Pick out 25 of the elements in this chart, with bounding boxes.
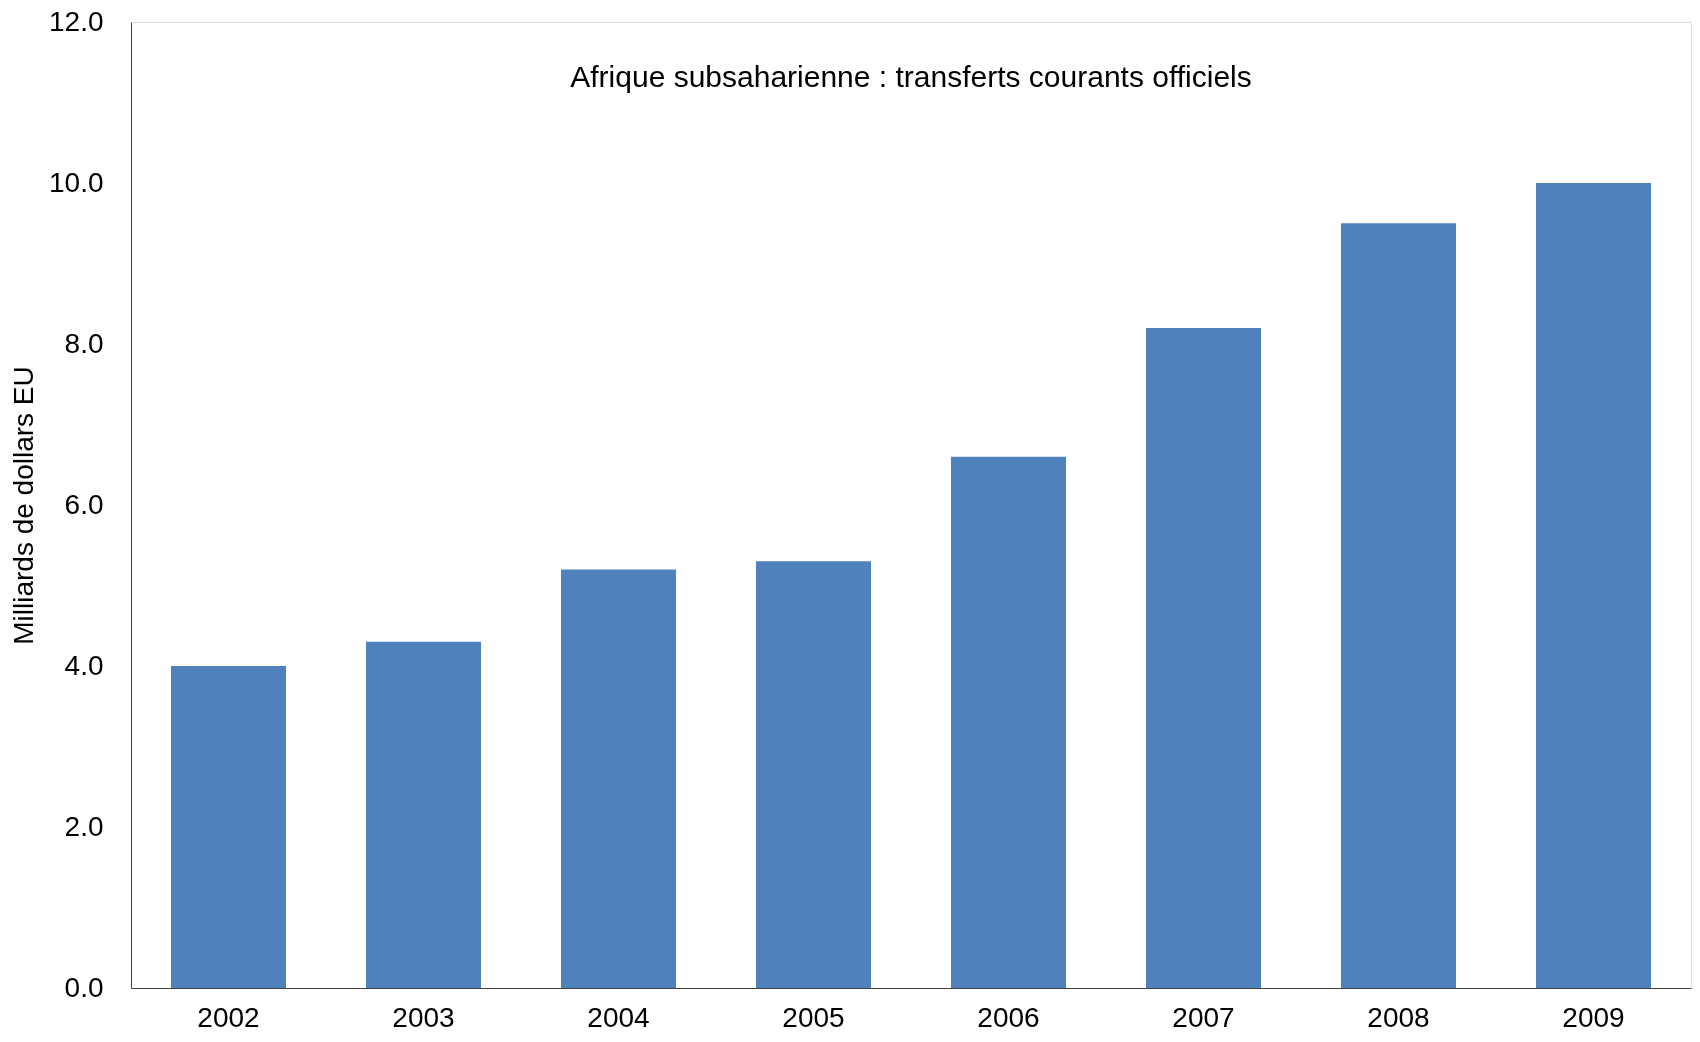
y-tick-label: 2.0 — [64, 810, 104, 842]
x-tick-label: 2007 — [1172, 1001, 1235, 1033]
y-tick-label: 4.0 — [64, 649, 104, 681]
x-tick-label: 2005 — [782, 1001, 845, 1033]
x-tick-label: 2004 — [587, 1001, 650, 1033]
x-tick-label: 2003 — [392, 1001, 455, 1033]
bar — [560, 569, 677, 988]
y-tick-label: 0.0 — [64, 971, 104, 1003]
bar — [1340, 223, 1457, 988]
y-tick-label: 6.0 — [64, 488, 104, 520]
y-tick-label: 8.0 — [64, 327, 104, 359]
bar — [170, 666, 287, 988]
y-tick-label: 10.0 — [49, 166, 104, 198]
text: Afrique subsaharienne : transferts courants officiels — [570, 60, 1252, 93]
x-tick-label: 2008 — [1367, 1001, 1430, 1033]
x-tick-label: 2002 — [197, 1001, 260, 1033]
x-tick-label: 2009 — [1562, 1001, 1625, 1033]
bar — [1535, 183, 1652, 988]
y-axis-title: Milliards de dollars EU — [8, 366, 39, 645]
bar — [365, 641, 482, 988]
x-tick-label: 2006 — [977, 1001, 1040, 1033]
bar — [950, 456, 1067, 988]
y-tick-label: 12.0 — [49, 5, 104, 37]
bar — [755, 561, 872, 988]
bar — [1145, 327, 1262, 988]
